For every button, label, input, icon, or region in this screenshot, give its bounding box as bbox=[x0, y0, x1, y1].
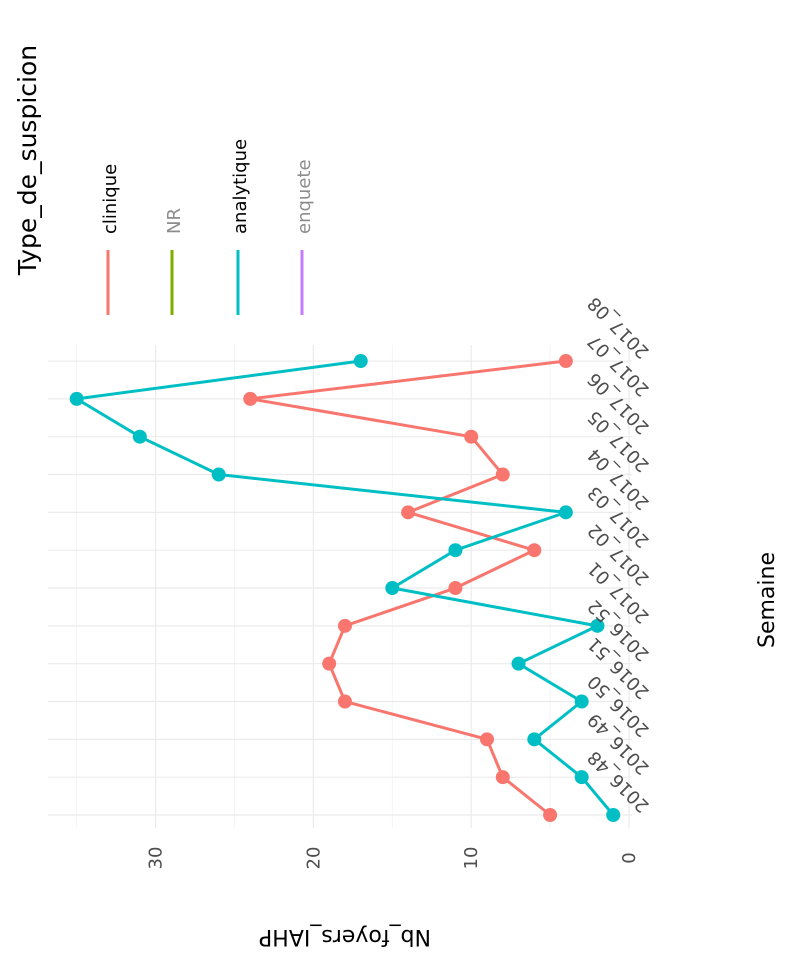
data-point-clinique bbox=[543, 808, 558, 822]
y-axis-title: Nb_foyers_IAHP bbox=[259, 924, 431, 949]
data-point-clinique bbox=[243, 391, 258, 406]
data-point-clinique bbox=[527, 543, 542, 558]
data-point-clinique bbox=[479, 732, 494, 747]
series-analytique bbox=[69, 354, 621, 822]
data-point-clinique bbox=[495, 770, 510, 785]
data-point-clinique bbox=[558, 354, 573, 369]
legend-item-clinique: clinique bbox=[100, 164, 121, 315]
data-point-analytique bbox=[211, 467, 226, 482]
data-point-analytique bbox=[132, 429, 147, 444]
grid bbox=[48, 345, 632, 828]
data-point-clinique bbox=[495, 467, 510, 482]
data-point-clinique bbox=[401, 505, 416, 520]
series-clinique bbox=[243, 354, 573, 822]
data-point-clinique bbox=[448, 581, 463, 596]
data-point-analytique bbox=[385, 581, 400, 596]
data-point-analytique bbox=[527, 732, 542, 747]
data-point-analytique bbox=[448, 543, 463, 558]
y-tick-label: 30 bbox=[146, 847, 167, 870]
legend-label: NR bbox=[164, 208, 185, 234]
data-point-analytique bbox=[353, 354, 368, 369]
y-tick-labels: 0 10 20 30 bbox=[146, 847, 640, 870]
x-axis-title: Semaine bbox=[755, 552, 780, 648]
data-point-analytique bbox=[574, 770, 589, 785]
data-point-clinique bbox=[337, 618, 352, 633]
data-point-analytique bbox=[558, 505, 573, 520]
data-point-analytique bbox=[574, 694, 589, 709]
data-point-analytique bbox=[69, 391, 84, 406]
legend-title: Type_de_suspicion bbox=[13, 45, 42, 276]
y-tick-label: 0 bbox=[619, 852, 640, 863]
data-point-clinique bbox=[322, 656, 337, 671]
legend-item-analytique: analytique bbox=[230, 139, 251, 315]
data-point-analytique bbox=[606, 808, 621, 822]
y-tick-label: 20 bbox=[303, 847, 324, 870]
legend-item-NR: NR bbox=[164, 208, 185, 315]
x-tick-labels: 2016_482016_492016_502016_512016_522017_… bbox=[584, 293, 654, 817]
legend: Type_de_suspicion clinique NR analytique en… bbox=[13, 45, 315, 315]
series-layer bbox=[69, 354, 621, 822]
legend-item-enquete: enquete bbox=[294, 159, 315, 315]
data-point-clinique bbox=[337, 694, 352, 709]
data-point-analytique bbox=[590, 618, 605, 633]
data-point-clinique bbox=[464, 429, 479, 444]
legend-label: enquete bbox=[294, 159, 315, 234]
legend-label: clinique bbox=[100, 164, 121, 234]
data-point-analytique bbox=[511, 656, 526, 671]
legend-label: analytique bbox=[230, 139, 251, 234]
y-tick-label: 10 bbox=[461, 847, 482, 870]
